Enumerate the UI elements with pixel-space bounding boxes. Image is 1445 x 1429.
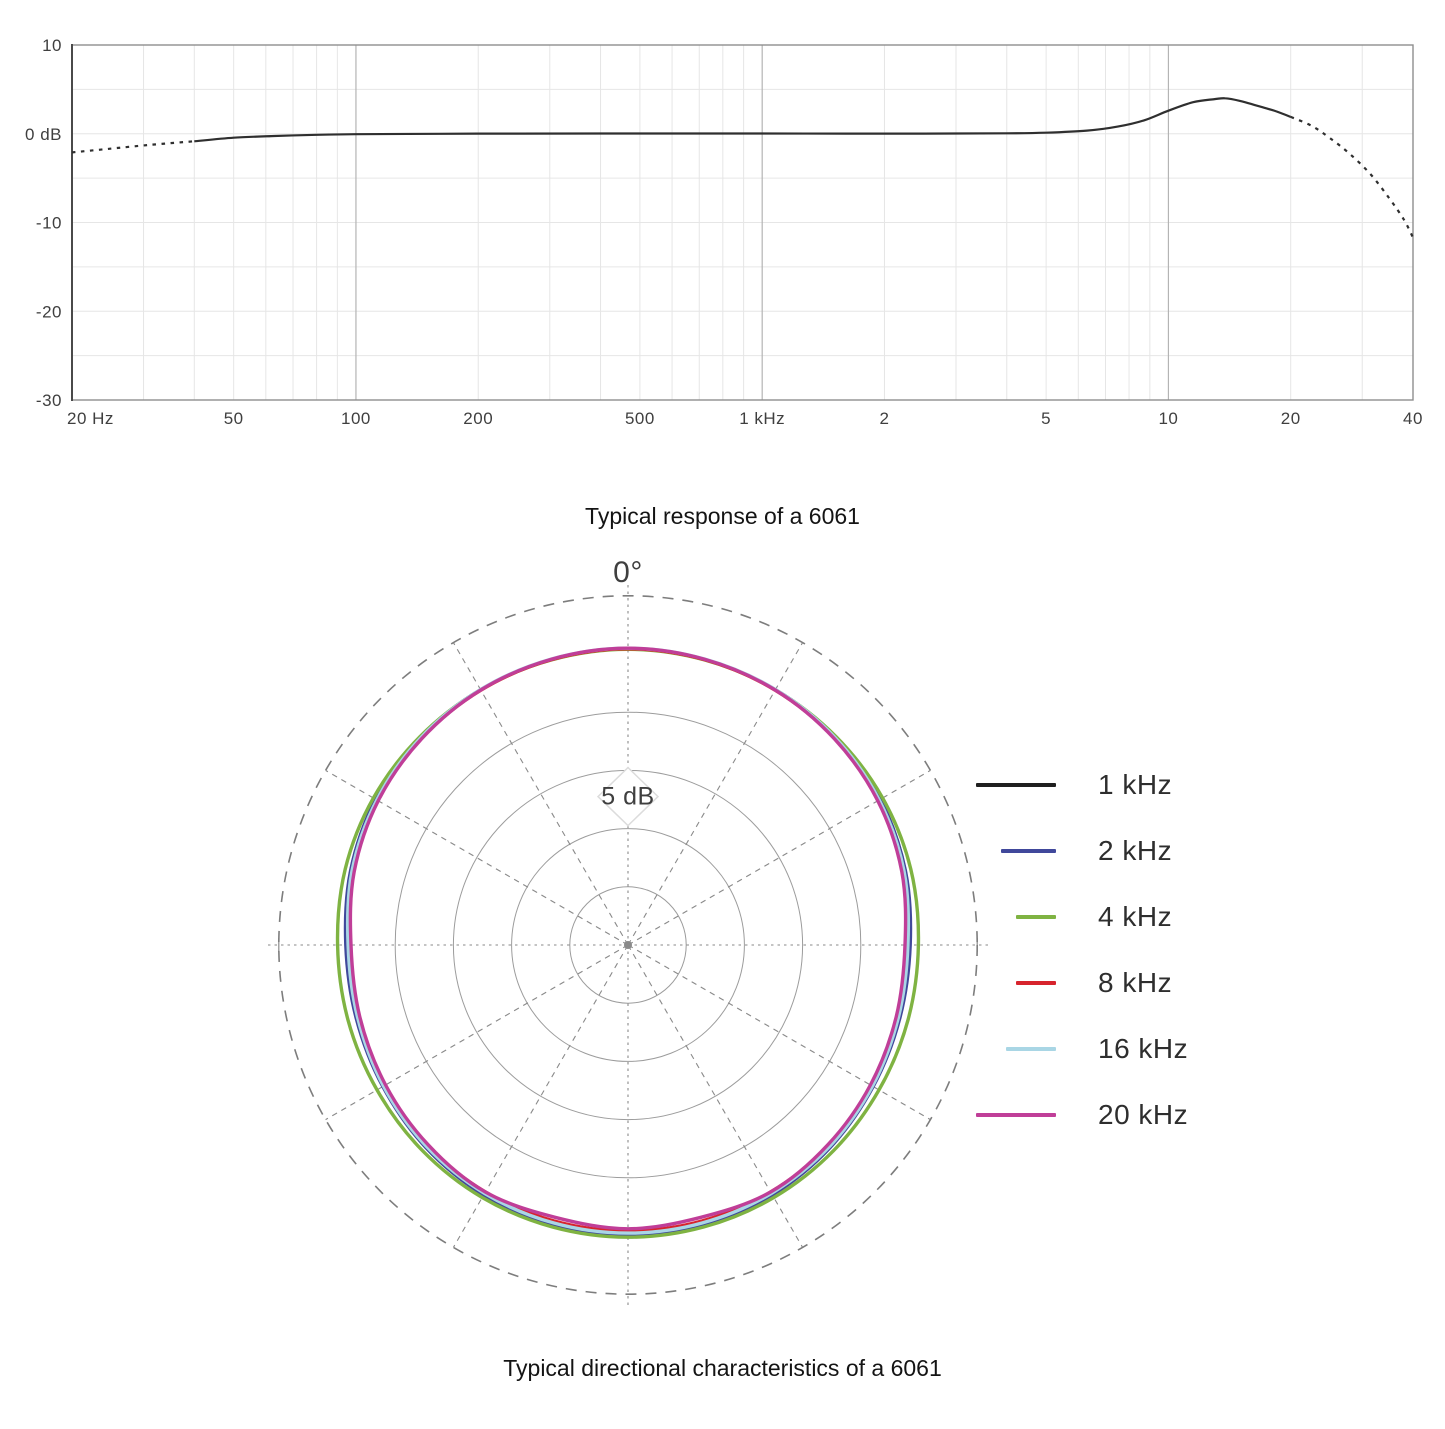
y-tick-label: 0 dB (25, 125, 62, 144)
legend-swatch-box (975, 849, 1056, 853)
legend-swatch-box (975, 1113, 1056, 1117)
legend-swatch-16-khz (1006, 1047, 1056, 1051)
legend-label: 8 kHz (1098, 967, 1173, 998)
x-tick-label: 50 (224, 409, 244, 428)
x-tick-label: 500 (625, 409, 655, 428)
legend-swatch-box (975, 981, 1056, 985)
legend-swatch-20-khz (976, 1113, 1056, 1117)
x-tick-label: 40 (1403, 409, 1423, 428)
x-tick-label: 10 (1158, 409, 1178, 428)
x-tick-label: 20 (1281, 409, 1301, 428)
legend-item: 16 kHz (975, 1016, 1188, 1082)
legend-label: 2 kHz (1098, 835, 1173, 866)
legend-swatch-4-khz (1016, 915, 1056, 919)
x-tick-label: 1 kHz (739, 409, 785, 428)
legend-item: 2 kHz (975, 818, 1188, 884)
scale-label: 5 dB (601, 783, 654, 811)
polar-grid-ring (394, 711, 862, 1179)
polar-center-dot (624, 941, 632, 949)
legend-item: 4 kHz (975, 884, 1188, 950)
response-curve-dotted (1290, 115, 1414, 239)
polar-curve-20-khz (348, 646, 908, 1231)
frequency-response-plot: 10 0 dB -10 -20 -30 20 Hz 50 100 200 500 1 kHz 2 5 10… (25, 36, 1423, 428)
x-tick-label: 20 Hz (67, 409, 114, 428)
polar-grid-ring (511, 828, 745, 1062)
legend-label: 16 kHz (1098, 1033, 1189, 1064)
scale-diamond (596, 766, 660, 827)
legend-item: 8 kHz (975, 950, 1188, 1016)
polar-curve-4-khz (335, 647, 921, 1239)
polar-pattern-plot: 5 dB 0° (266, 556, 990, 1307)
polar-outer-dashed-ring (277, 594, 979, 1296)
zero-degree-label: 0° (613, 556, 643, 589)
legend-label: 1 kHz (1098, 769, 1173, 800)
legend-swatch-2-khz (1001, 849, 1056, 853)
response-curve-solid (194, 97, 1292, 143)
legend-swatch-box (975, 915, 1056, 919)
x-tick-label: 5 (1041, 409, 1051, 428)
directional-caption: Typical directional characteristics of a… (503, 1355, 942, 1381)
legend-swatch-1-khz (976, 783, 1056, 787)
legend-item: 20 kHz (975, 1082, 1188, 1148)
legend-swatch-box (975, 1047, 1056, 1051)
legend-label: 20 kHz (1098, 1099, 1189, 1130)
y-tick-label: 10 (42, 36, 62, 55)
x-tick-label: 2 (879, 409, 889, 428)
y-tick-label: -20 (36, 302, 62, 321)
legend-item: 1 kHz (975, 752, 1188, 818)
legend-swatch-box (975, 783, 1056, 787)
y-tick-label: -10 (36, 214, 62, 233)
polar-grid-ring (569, 886, 687, 1004)
x-tick-label: 200 (463, 409, 493, 428)
legend-swatch-8-khz (1016, 981, 1056, 985)
polar-legend: 1 kHz 2 kHz 4 kHz 8 kHz 16 kHz 20 kHz (975, 752, 1188, 1148)
y-tick-label: -30 (36, 391, 62, 410)
legend-label: 4 kHz (1098, 901, 1173, 932)
response-caption: Typical response of a 6061 (585, 503, 860, 529)
x-tick-label: 100 (341, 409, 371, 428)
response-curve-dotted (71, 140, 195, 154)
